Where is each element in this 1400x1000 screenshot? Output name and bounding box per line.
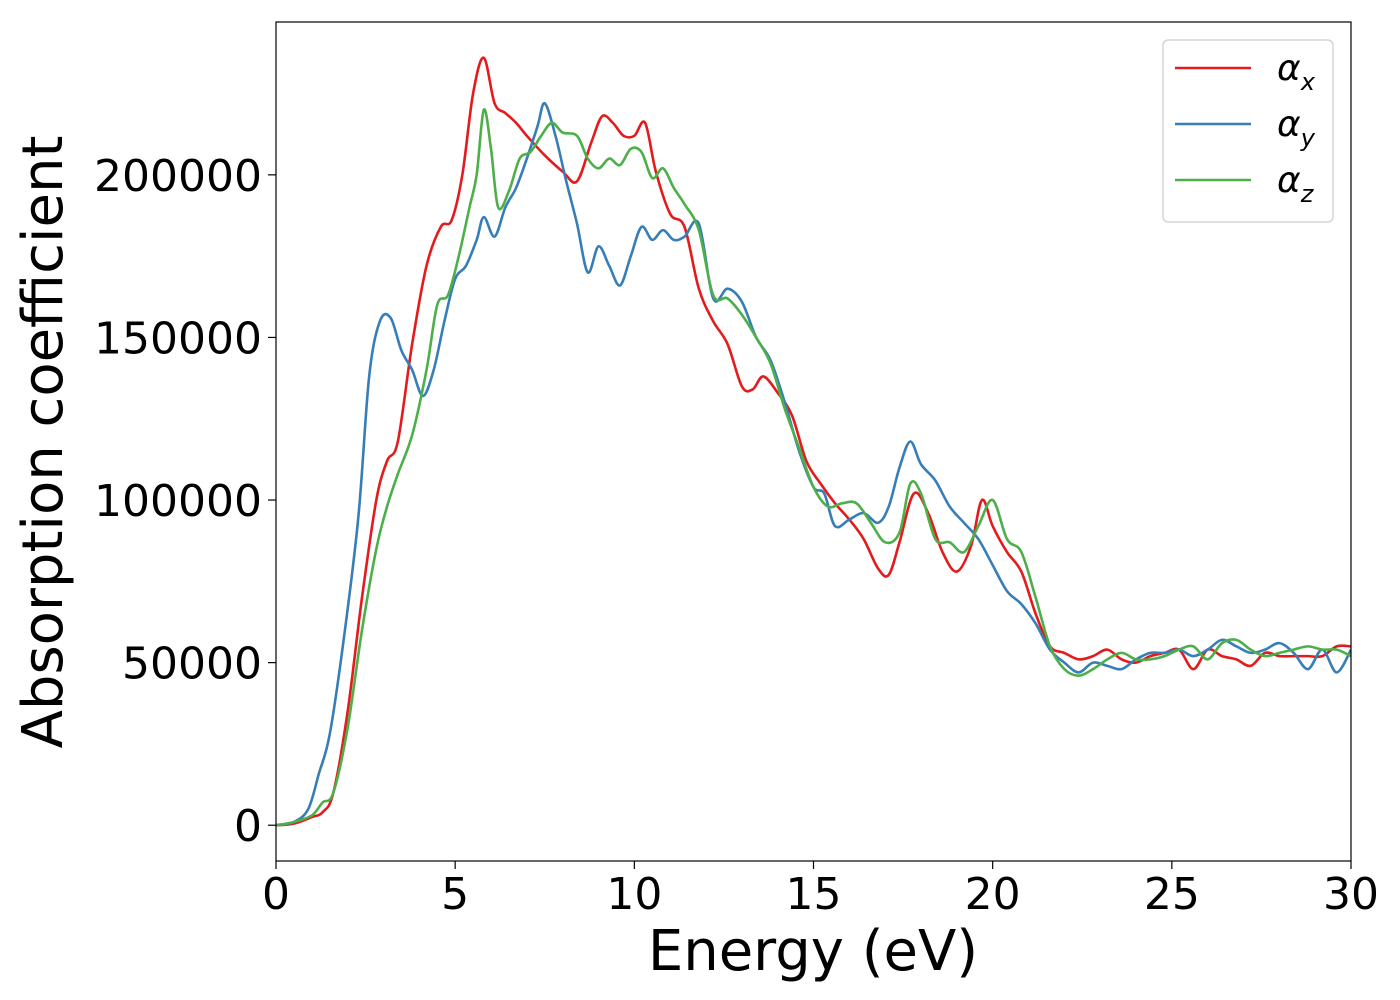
legend-label-x: αx xyxy=(1277,48,1316,96)
legend-box xyxy=(1162,39,1334,223)
legend-label-y: αy xyxy=(1277,104,1316,152)
y-axis-title: Absorption coefficient xyxy=(11,136,76,749)
legend: αx αy αz xyxy=(1162,39,1334,223)
series-line-z xyxy=(276,108,1351,827)
x-tick-label: 5 xyxy=(441,869,469,920)
x-tick-label: 10 xyxy=(606,869,662,920)
x-tick-label: 15 xyxy=(786,869,842,920)
x-tick-label: 25 xyxy=(1144,869,1200,920)
y-tick-label: 100000 xyxy=(94,476,262,527)
x-tick-label: 0 xyxy=(262,869,290,920)
x-axis-title: Energy (eV) xyxy=(648,919,978,984)
y-axis: 0 50000 100000 150000 200000 xyxy=(94,151,276,852)
y-tick-label: 0 xyxy=(234,801,262,852)
y-tick-label: 200000 xyxy=(94,151,262,202)
series-layer xyxy=(276,56,1351,827)
x-axis: 0 5 10 15 20 25 30 xyxy=(262,861,1379,920)
x-tick-label: 20 xyxy=(965,869,1021,920)
y-tick-label: 50000 xyxy=(122,639,262,690)
legend-label-z: αz xyxy=(1277,160,1315,208)
y-tick-label: 150000 xyxy=(94,313,262,364)
x-tick-label: 30 xyxy=(1323,869,1379,920)
